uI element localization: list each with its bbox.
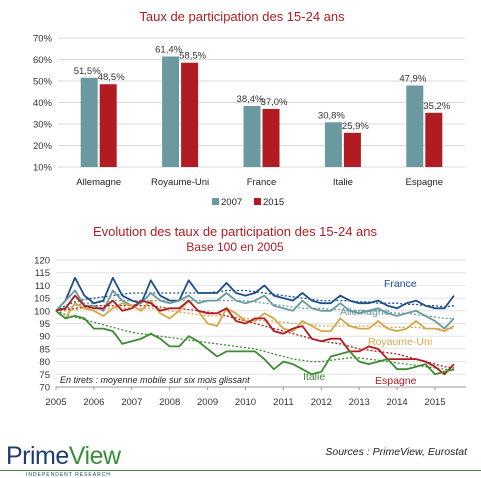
bar-y-tick-label: 40% [33, 98, 53, 109]
line-y-tick-label: 70 [39, 383, 50, 394]
bar-2015-Allemagne [99, 84, 117, 167]
bar-data-label: 51,5% [74, 66, 101, 77]
line-trend-Italie [55, 310, 454, 372]
line-series-Allemagne [55, 289, 455, 330]
line-y-tick-label: 100 [34, 306, 50, 317]
line-y-tick-label: 90 [39, 332, 50, 343]
line-x-tick-label: 2008 [159, 397, 180, 408]
bar-2007-Allemagne [80, 77, 98, 167]
line-y-tick-label: 85 [39, 344, 50, 355]
line-series-label-France: France [384, 278, 417, 290]
bar-data-label: 37,0% [261, 97, 288, 108]
bar-2015-Royaume-Uni [181, 62, 199, 167]
bar-2007-France [243, 105, 261, 167]
line-x-tick-label: 2013 [349, 397, 370, 408]
bar-legend-label: 2007 [221, 197, 242, 208]
bar-y-tick-label: 20% [33, 141, 53, 152]
bar-2015-Italie [343, 132, 361, 167]
line-x-tick-label: 2009 [197, 397, 218, 408]
line-y-tick-label: 75 [39, 370, 50, 381]
bar-category-label: Italie [333, 177, 353, 188]
line-trend-Espagne [55, 305, 454, 369]
bar-data-label: 47,9% [399, 74, 426, 85]
bar-y-tick-label: 70% [33, 34, 53, 45]
line-chart-subtitle: Base 100 en 2005 [186, 240, 284, 254]
bar-category-label: Espagne [406, 177, 444, 188]
bar-2007-Italie [324, 122, 342, 167]
bar-chart-title: Taux de participation des 15-24 ans [139, 9, 345, 24]
line-x-tick-label: 2010 [235, 397, 256, 408]
bar-y-tick-label: 50% [33, 77, 53, 88]
logo-view: View [68, 442, 121, 470]
bar-y-tick-label: 10% [33, 163, 53, 174]
line-y-tick-label: 105 [34, 294, 50, 305]
bar-legend-swatch-2007 [212, 198, 219, 205]
line-trend-Royaume-Uni [56, 307, 454, 330]
bar-2007-Espagne [406, 85, 424, 167]
logo-tagline: INDEPENDENT RESEARCH [26, 472, 111, 478]
line-series-label-Italie: Italie [303, 371, 325, 383]
line-series-Royaume-Uni [55, 299, 455, 333]
bar-legend-swatch-2015 [254, 198, 261, 205]
line-x-tick-label: 2011 [273, 397, 293, 408]
bar-y-tick-label: 30% [33, 120, 53, 131]
line-y-tick-label: 110 [35, 281, 50, 292]
line-y-tick-label: 120 [34, 256, 50, 267]
line-y-tick-label: 95 [39, 319, 50, 330]
bar-data-label: 30,8% [318, 110, 345, 121]
line-x-tick-label: 2015 [424, 397, 445, 408]
primeview-logo: PrimeView [6, 442, 121, 471]
line-series-label-Allemagne: Allemagne [340, 306, 390, 318]
sources-note: Sources : PrimeView, Eurostat [325, 446, 467, 458]
bar-y-tick-label: 60% [33, 55, 53, 66]
line-y-tick-label: 80 [39, 357, 50, 368]
line-series-France [55, 276, 455, 312]
line-x-tick-label: 2012 [311, 397, 332, 408]
line-series-label-Royaume-Uni: Royaume-Uni [368, 336, 432, 348]
line-annotation: En tirets : moyenne mobile sur six mois … [60, 375, 250, 385]
bar-2007-Royaume-Uni [162, 56, 180, 167]
bar-data-label: 61,4% [155, 44, 182, 55]
bar-legend-label: 2015 [263, 197, 284, 208]
bar-data-label: 38,4% [237, 94, 264, 105]
logo-divider [0, 470, 481, 471]
line-x-tick-label: 2006 [83, 397, 104, 408]
bar-data-label: 35,2% [423, 101, 450, 112]
line-x-tick-label: 2014 [387, 397, 408, 408]
bar-category-label: France [247, 177, 277, 188]
bar-data-label: 58,5% [179, 51, 206, 62]
line-series-label-Espagne: Espagne [375, 375, 417, 387]
bar-category-label: Royaume-Uni [151, 177, 209, 188]
line-x-tick-label: 2007 [121, 397, 142, 408]
line-chart-title: Evolution des taux de participation des … [93, 224, 378, 239]
line-series-Italie [55, 310, 455, 376]
bar-data-label: 25,9% [342, 121, 369, 132]
bar-2015-France [262, 108, 280, 167]
bar-data-label: 48,5% [98, 72, 125, 83]
bar-2015-Espagne [425, 112, 443, 167]
logo-prime: Prime [6, 442, 69, 470]
bar-category-label: Allemagne [76, 177, 121, 188]
line-y-tick-label: 115 [35, 268, 50, 279]
line-x-tick-label: 2005 [45, 397, 66, 408]
line-trend-Allemagne [55, 299, 454, 320]
